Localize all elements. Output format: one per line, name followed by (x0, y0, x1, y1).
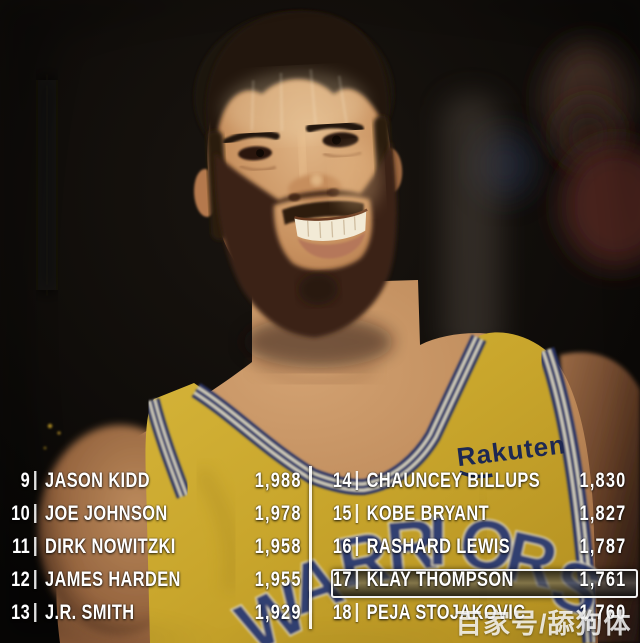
rank-separator (34, 603, 37, 622)
leaderboard-row: 14 CHAUNCEY BILLUPS 1,830 (330, 464, 628, 497)
cheek-highlight (332, 145, 381, 214)
leaderboard-right-column: 14 CHAUNCEY BILLUPS 1,830 15 KOBE BRYANT… (330, 464, 628, 629)
neck-shading (252, 355, 378, 388)
rank-number: 18 (332, 600, 352, 624)
left-eye (238, 146, 273, 161)
leaderboard-row: 13 J.R. SMITH 1,929 (6, 596, 303, 629)
leaderboard-row: 18 PEJA STOJAKOVIC 1,760 (330, 596, 628, 629)
lower-lip (297, 231, 366, 259)
rank-separator (34, 504, 37, 523)
player-name: JOE JOHNSON (45, 501, 168, 525)
player-value: 1,929 (254, 600, 302, 624)
rakuten-underline (459, 470, 493, 479)
rank-separator (355, 471, 359, 490)
spectator-shirt (561, 143, 640, 267)
player-name: J.R. SMITH (45, 600, 135, 624)
right-pupil (331, 135, 341, 145)
player-name: KLAY THOMPSON (366, 567, 514, 591)
player-value: 1,760 (579, 600, 627, 624)
sweat-streaks (250, 69, 349, 131)
leaderboard-row: 10 JOE JOHNSON 1,978 (6, 497, 303, 530)
player-value: 1,830 (579, 468, 627, 492)
player-value: 1,761 (579, 567, 627, 591)
rank-number: 14 (332, 468, 352, 492)
rank-number: 15 (332, 501, 352, 525)
player-head (194, 10, 403, 338)
player-value: 1,827 (579, 501, 627, 525)
rank-separator (34, 570, 37, 589)
leaderboard-left-column: 9 JASON KIDD 1,988 10 JOE JOHNSON 1,978 … (6, 464, 303, 629)
player-value: 1,958 (254, 534, 302, 558)
player-name: PEJA STOJAKOVIC (366, 600, 526, 624)
player-name: KOBE BRYANT (366, 501, 489, 525)
left-pupil (256, 149, 265, 158)
background-seat-lights (43, 423, 61, 450)
leaderboard-row: 16 RASHARD LEWIS 1,787 (330, 530, 628, 563)
nose-tip-shine (310, 174, 323, 187)
jersey-neckline-trim (191, 334, 487, 496)
rank-number: 11 (12, 534, 31, 558)
player-name: RASHARD LEWIS (366, 534, 511, 558)
rank-number: 9 (20, 468, 31, 492)
teeth (294, 210, 367, 241)
rank-number: 13 (11, 600, 31, 624)
player-name: CHAUNCEY BILLUPS (366, 468, 541, 492)
jersey-fold (194, 466, 239, 592)
player-name: JAMES HARDEN (45, 567, 181, 591)
player-value: 1,787 (579, 534, 627, 558)
nose-bridge-highlight (295, 133, 310, 185)
background-pole (443, 95, 501, 360)
rank-number: 17 (332, 567, 352, 591)
rank-separator (355, 603, 359, 622)
arc-letter: I (428, 502, 447, 580)
player-value: 1,978 (254, 501, 302, 525)
chin-shadow (243, 316, 393, 368)
beard-shadow (298, 273, 339, 306)
watermark: 百家号/舔狗体育 (455, 609, 632, 639)
leaderboard-row-highlighted: 17 KLAY THOMPSON 1,761 (330, 563, 628, 596)
rank-number: 10 (11, 501, 31, 525)
beard (214, 141, 397, 338)
left-eye-crease (239, 164, 277, 172)
teeth-gaps (307, 216, 356, 239)
rank-number: 12 (11, 567, 31, 591)
jersey-fold (474, 499, 493, 621)
highlight-box-klay-thompson (331, 569, 638, 598)
left-eyebrow (222, 130, 280, 146)
rank-number: 16 (332, 534, 352, 558)
player-value: 1,955 (254, 567, 302, 591)
right-eyebrow (305, 120, 364, 133)
arc-letter: A (279, 540, 351, 630)
rank-separator (355, 570, 359, 589)
rank-separator (34, 537, 37, 556)
jersey-armhole-trim-left (144, 398, 192, 499)
column-divider (309, 466, 312, 629)
rank-separator (355, 504, 359, 523)
leaderboard-row: 11 DIRK NOWITZKI 1,958 (6, 530, 303, 563)
leaderboard-row: 9 JASON KIDD 1,988 (6, 464, 303, 497)
rank-separator (355, 537, 359, 556)
leaderboard-row: 12 JAMES HARDEN 1,955 (6, 563, 303, 596)
player-value: 1,988 (254, 468, 302, 492)
player-name: JASON KIDD (45, 468, 150, 492)
player-name: DIRK NOWITZKI (45, 534, 176, 558)
leaderboard-row: 15 KOBE BRYANT 1,827 (330, 497, 628, 530)
rank-separator (34, 471, 37, 490)
